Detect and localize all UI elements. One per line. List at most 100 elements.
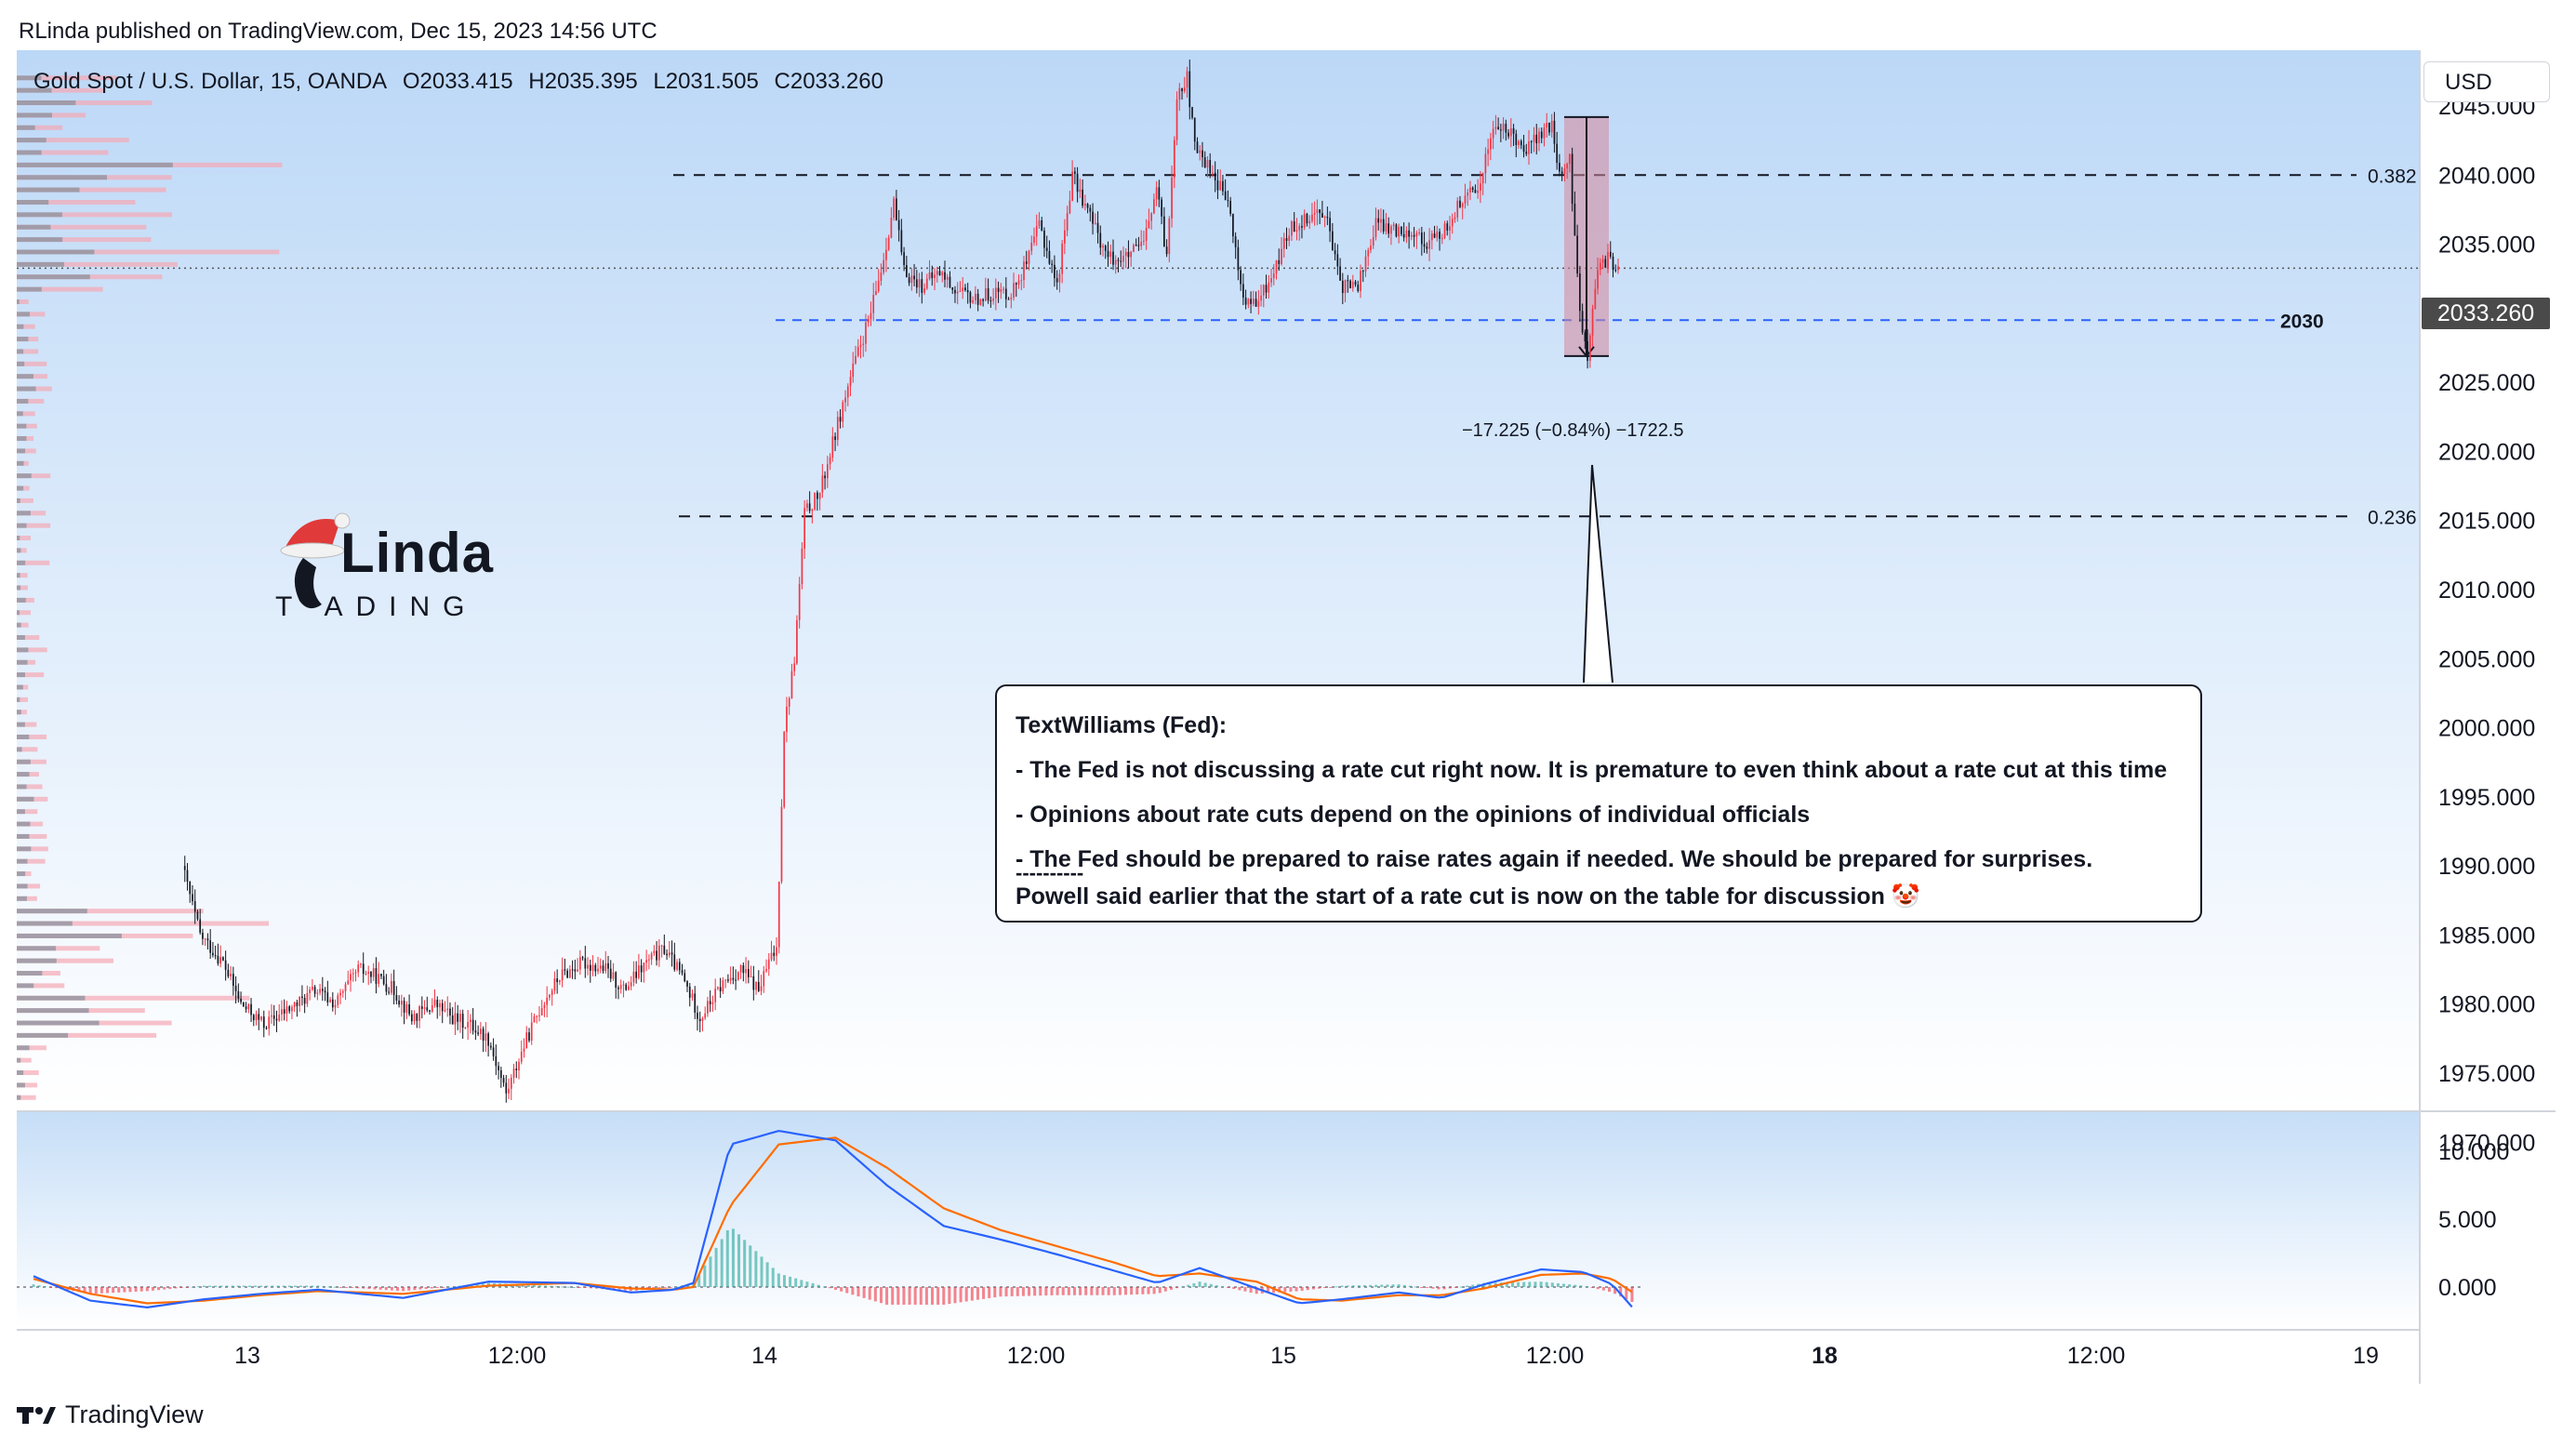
volume-profile-bar <box>17 411 23 417</box>
candle-body <box>941 272 944 276</box>
symbol-title[interactable]: Gold Spot / U.S. Dollar, 15, OANDA <box>33 69 388 94</box>
candle-body <box>426 1007 429 1011</box>
macd-histogram-bar <box>339 1287 342 1288</box>
macd-histogram-bar <box>77 1287 81 1293</box>
candle-body <box>1538 131 1540 144</box>
volume-profile-bar <box>17 833 30 839</box>
volume-profile-bar <box>17 747 38 752</box>
candle-body <box>657 945 660 961</box>
macd-histogram-bar <box>948 1287 951 1305</box>
candle-body <box>1372 236 1374 246</box>
macd-histogram-bar <box>1585 1286 1588 1288</box>
horizontal-levels: 0.382 0.236 2030 <box>17 166 2420 528</box>
time-tick-label: 15 <box>1270 1343 1296 1369</box>
tradingview-footer[interactable]: TradingView <box>17 1401 204 1429</box>
candle-body <box>872 295 875 313</box>
macd-histogram-bar <box>760 1256 764 1287</box>
macd-histogram-bar <box>407 1287 411 1291</box>
volume-profile-bar <box>17 846 48 852</box>
macd-histogram-bar <box>1238 1287 1242 1291</box>
volume-profile-bar <box>17 697 29 702</box>
volume-profile-bar <box>17 448 36 454</box>
candle-body <box>247 1003 250 1010</box>
candle-body <box>1553 120 1556 144</box>
macd-histogram-bar <box>657 1287 661 1289</box>
macd-histogram-bar <box>982 1287 986 1299</box>
volume-profile-bar <box>17 536 32 541</box>
candle-body <box>1278 259 1281 264</box>
macd-histogram-bar <box>1397 1284 1401 1287</box>
news-callout[interactable]: TextWilliams (Fed): - The Fed is not dis… <box>995 684 2202 923</box>
candle-body <box>676 962 678 970</box>
candle-body <box>303 998 306 1004</box>
candle-body <box>1250 299 1252 304</box>
candle-body <box>1581 311 1584 333</box>
volume-profile-bar <box>17 448 26 454</box>
macd-histogram-bar <box>663 1287 667 1288</box>
candle-body <box>365 973 367 975</box>
candle-body <box>1347 280 1349 282</box>
candle-body <box>1028 250 1030 264</box>
macd-histogram-bar <box>1346 1285 1349 1287</box>
candle-body <box>474 1030 477 1033</box>
candle-body <box>1411 234 1413 237</box>
candle-body <box>656 950 657 961</box>
candle-body <box>852 363 855 378</box>
candle-body <box>650 953 653 960</box>
ohlc-close: C2033.260 <box>774 69 883 94</box>
macd-histogram-bar <box>1488 1282 1492 1287</box>
candle-body <box>536 1016 538 1017</box>
volume-profile-bar <box>17 224 51 230</box>
candle-body <box>697 1012 698 1019</box>
candle-body <box>1436 232 1439 238</box>
volume-profile-bar <box>17 585 21 591</box>
price-range-measure <box>1564 115 1609 358</box>
volume-profile-bar <box>17 361 47 366</box>
candle-body <box>1459 200 1461 207</box>
candle-body <box>1481 173 1484 184</box>
macd-tick-label: 0.000 <box>2438 1275 2497 1301</box>
candle-body <box>467 1021 470 1028</box>
candle-body <box>357 964 360 973</box>
macd-histogram-bar <box>1306 1287 1309 1291</box>
candle-body <box>709 1001 711 1004</box>
candle-body <box>844 397 846 403</box>
volume-profile-bar <box>17 261 64 267</box>
macd-histogram-bar <box>83 1287 86 1294</box>
macd-histogram-bar <box>1295 1287 1298 1292</box>
candle-body <box>326 992 329 1002</box>
macd-histogram-bar <box>953 1287 957 1304</box>
candle-body <box>413 1014 416 1022</box>
candle-body <box>1234 236 1237 247</box>
candle-body <box>1262 285 1265 296</box>
volume-profile-bar <box>17 1095 21 1100</box>
macd-histogram-bar <box>1181 1286 1185 1288</box>
macd-histogram-bar <box>749 1245 752 1287</box>
macd-histogram-bar <box>862 1287 866 1298</box>
candle-body <box>1124 251 1127 257</box>
brand-name: Linda <box>340 522 494 584</box>
macd-histogram-bar <box>856 1287 860 1297</box>
candle-body <box>1058 273 1061 283</box>
fib-level-label: 0.236 <box>2368 507 2417 528</box>
candle-body <box>622 984 625 986</box>
candle-body <box>742 965 745 974</box>
volume-profile-bar <box>17 436 27 442</box>
symbol-legend[interactable]: Gold Spot / U.S. Dollar, 15, OANDA O2033… <box>33 69 893 95</box>
candle-body <box>653 950 656 954</box>
volume-profile-bar <box>17 548 27 553</box>
macd-histogram-bar <box>913 1287 917 1305</box>
volume-profile-bar <box>17 423 37 429</box>
candle-body <box>707 1001 709 1014</box>
candle-body <box>319 989 321 993</box>
candle-body <box>1232 213 1234 237</box>
candle-body <box>1041 219 1043 231</box>
candle-body <box>480 1029 482 1034</box>
volume-profile-bar <box>17 1057 32 1063</box>
macd-histogram-bar <box>1072 1287 1076 1295</box>
candle-body <box>1390 226 1392 234</box>
candle-body <box>714 989 717 1002</box>
candle-body <box>1209 160 1212 174</box>
currency-button[interactable]: USD <box>2423 61 2550 102</box>
